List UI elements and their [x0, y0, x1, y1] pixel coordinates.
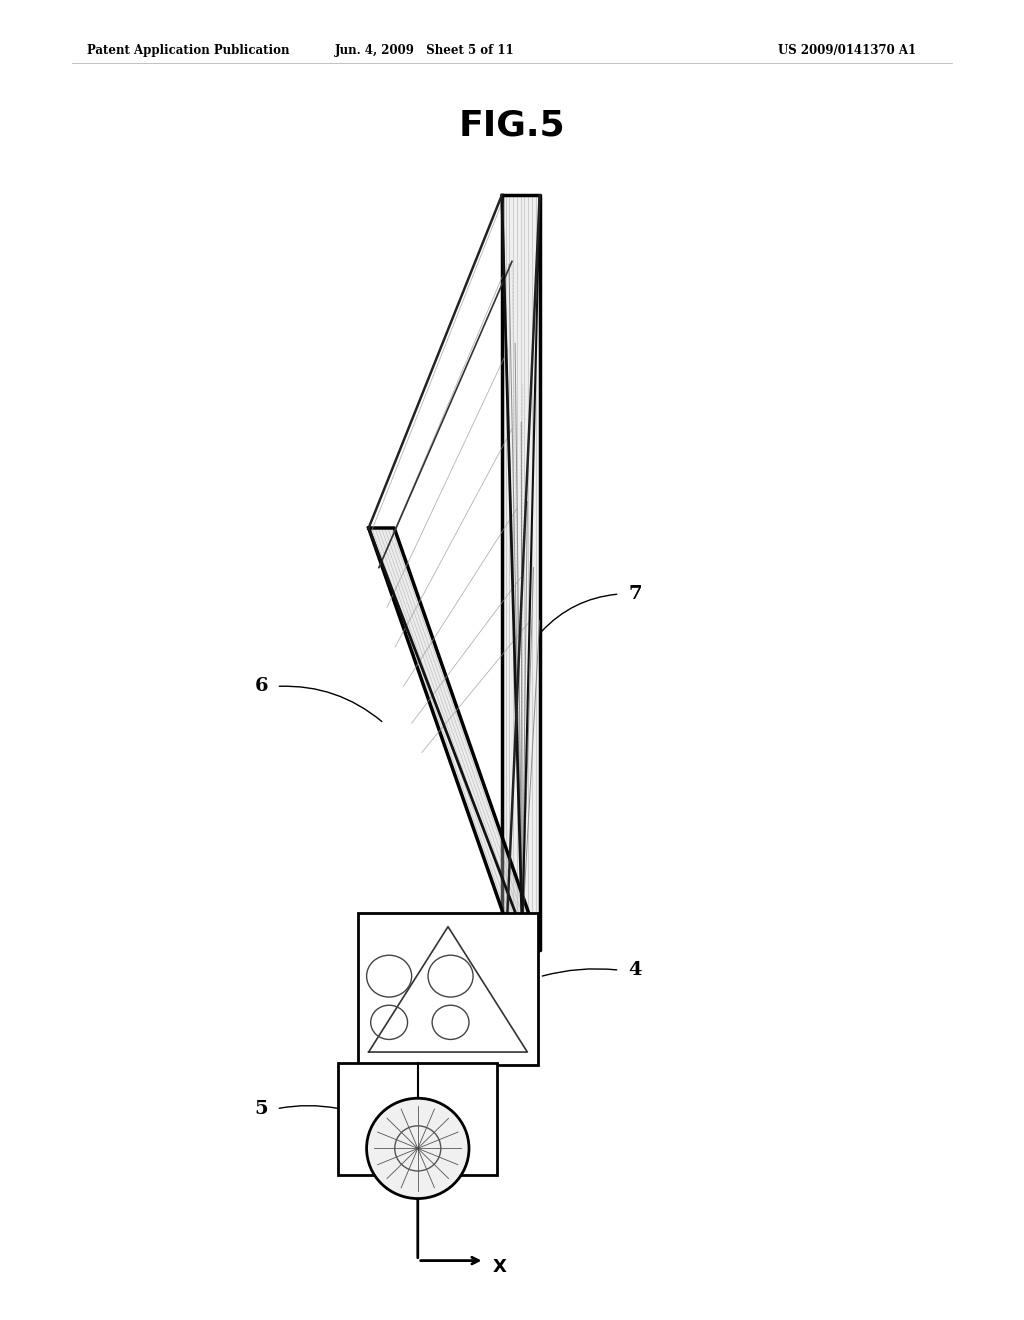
- Text: 4: 4: [628, 961, 642, 979]
- Text: 6: 6: [254, 677, 268, 696]
- Bar: [358, 913, 538, 1065]
- Bar: [338, 1063, 497, 1175]
- Ellipse shape: [367, 1098, 469, 1199]
- Text: X: X: [493, 1258, 507, 1276]
- Text: US 2009/0141370 A1: US 2009/0141370 A1: [778, 44, 916, 57]
- Text: Jun. 4, 2009   Sheet 5 of 11: Jun. 4, 2009 Sheet 5 of 11: [335, 44, 515, 57]
- Text: 5: 5: [254, 1100, 268, 1118]
- Text: FIG.5: FIG.5: [459, 108, 565, 143]
- Text: 7: 7: [628, 585, 642, 603]
- Text: Patent Application Publication: Patent Application Publication: [87, 44, 290, 57]
- Polygon shape: [369, 528, 532, 924]
- Polygon shape: [502, 195, 540, 950]
- Text: Y: Y: [399, 1152, 412, 1171]
